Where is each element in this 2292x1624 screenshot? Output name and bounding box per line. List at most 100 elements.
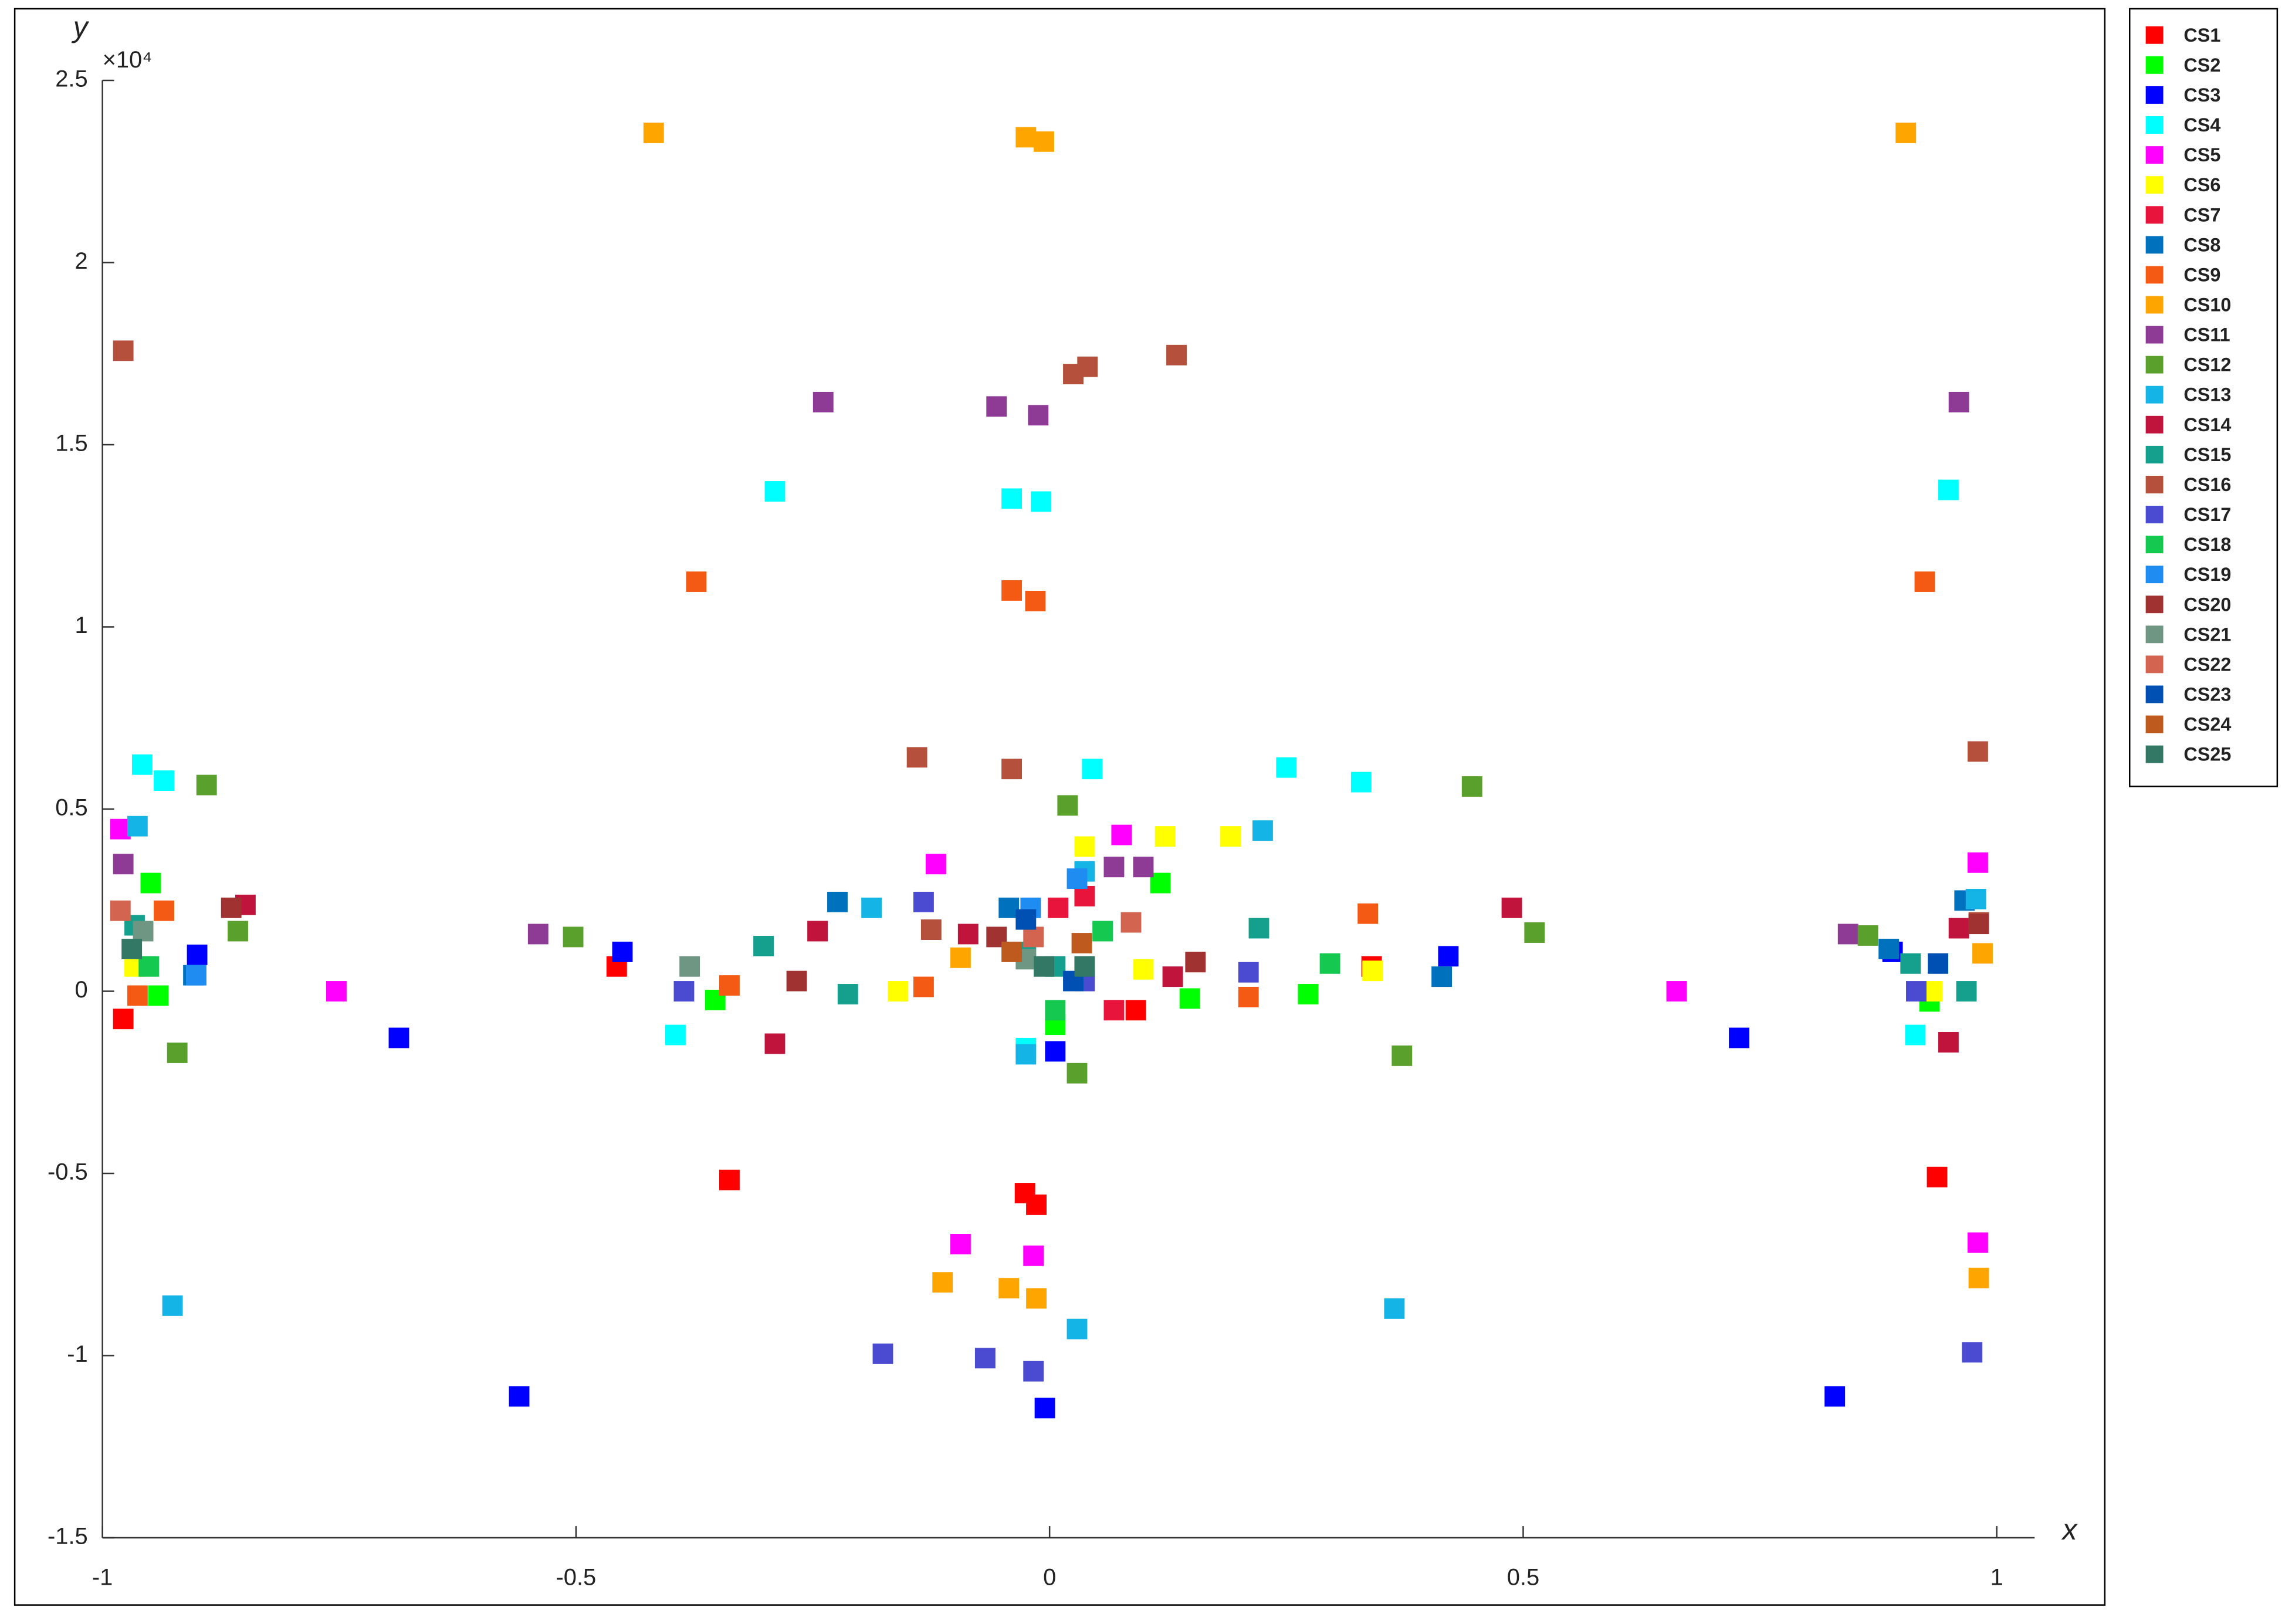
point bbox=[1067, 868, 1088, 889]
point bbox=[187, 944, 208, 965]
y-tick-label: 0.5 bbox=[55, 795, 87, 821]
point bbox=[1857, 925, 1878, 946]
point bbox=[1082, 759, 1103, 780]
point bbox=[913, 976, 934, 997]
point bbox=[643, 123, 664, 143]
legend-label: CS8 bbox=[2183, 234, 2220, 255]
point bbox=[1063, 364, 1084, 384]
y-tick-label: -1.5 bbox=[48, 1524, 88, 1549]
legend-swatch bbox=[2145, 596, 2164, 614]
point bbox=[1948, 391, 1969, 412]
y-axis-label: y bbox=[72, 11, 90, 43]
point bbox=[228, 921, 248, 942]
legend-label: CS6 bbox=[2183, 174, 2220, 195]
y-tick-label: 2 bbox=[75, 248, 88, 274]
point bbox=[1350, 772, 1372, 793]
legend-label: CS22 bbox=[2183, 654, 2231, 675]
point bbox=[1431, 966, 1453, 987]
point bbox=[1133, 857, 1154, 878]
point bbox=[1968, 1267, 1989, 1288]
point bbox=[127, 985, 148, 1006]
point bbox=[1967, 741, 1988, 762]
point bbox=[1001, 942, 1023, 962]
point bbox=[127, 816, 148, 837]
point bbox=[154, 770, 174, 791]
point bbox=[932, 1272, 953, 1293]
point bbox=[138, 956, 160, 977]
point bbox=[1015, 127, 1037, 148]
point bbox=[764, 1033, 786, 1054]
legend-label: CS25 bbox=[2183, 744, 2231, 765]
point bbox=[1067, 1063, 1088, 1084]
point bbox=[1824, 1386, 1846, 1407]
point bbox=[920, 919, 942, 940]
legend-swatch bbox=[2145, 715, 2164, 733]
point bbox=[1074, 885, 1095, 906]
point bbox=[1023, 1245, 1044, 1266]
point bbox=[1034, 131, 1054, 152]
point bbox=[133, 921, 154, 942]
point bbox=[612, 942, 633, 962]
point bbox=[1185, 952, 1206, 973]
legend-swatch bbox=[2145, 206, 2164, 224]
legend-label: CS4 bbox=[2183, 114, 2220, 136]
point bbox=[1319, 953, 1340, 974]
x-tick-label: -0.5 bbox=[556, 1564, 597, 1590]
point bbox=[1166, 344, 1187, 366]
point bbox=[1392, 1045, 1413, 1066]
legend-label: CS23 bbox=[2183, 684, 2231, 705]
point bbox=[1298, 984, 1319, 1004]
point bbox=[1125, 1000, 1146, 1021]
legend-label: CS19 bbox=[2183, 564, 2231, 585]
legend-label: CS13 bbox=[2183, 384, 2231, 405]
point bbox=[925, 854, 946, 875]
legend-swatch bbox=[2145, 146, 2164, 164]
point bbox=[974, 1348, 996, 1369]
legend-label: CS5 bbox=[2183, 144, 2220, 165]
point bbox=[1074, 836, 1095, 857]
point bbox=[1025, 590, 1046, 611]
point bbox=[1438, 946, 1459, 967]
legend-swatch bbox=[2145, 326, 2164, 344]
legend-label: CS17 bbox=[2183, 504, 2231, 525]
point bbox=[196, 774, 217, 796]
point bbox=[1074, 956, 1095, 977]
legend-label: CS7 bbox=[2183, 204, 2220, 225]
point bbox=[1092, 921, 1113, 942]
point bbox=[1524, 922, 1545, 943]
x-tick-label: -1 bbox=[92, 1564, 113, 1590]
legend-swatch bbox=[2145, 86, 2164, 104]
point bbox=[1666, 981, 1687, 1002]
point bbox=[1001, 580, 1023, 601]
point bbox=[388, 1027, 409, 1048]
point bbox=[1248, 918, 1269, 939]
point bbox=[1878, 939, 1900, 959]
point bbox=[113, 340, 134, 361]
legend-swatch bbox=[2145, 445, 2164, 463]
point bbox=[673, 981, 695, 1002]
legend-swatch bbox=[2145, 356, 2164, 374]
point bbox=[1895, 123, 1917, 143]
y-tick-label: -0.5 bbox=[48, 1159, 88, 1185]
point bbox=[1220, 826, 1241, 847]
point bbox=[1071, 933, 1092, 953]
point bbox=[906, 747, 927, 768]
point bbox=[1103, 857, 1125, 878]
legend-swatch bbox=[2145, 116, 2164, 134]
point bbox=[1001, 488, 1023, 509]
point bbox=[1962, 1342, 1983, 1363]
point bbox=[1103, 1000, 1125, 1021]
point bbox=[1155, 826, 1176, 847]
point bbox=[1956, 981, 1977, 1002]
point bbox=[1900, 953, 1921, 974]
point bbox=[1729, 1027, 1749, 1048]
legend-label: CS3 bbox=[2183, 84, 2220, 106]
point bbox=[1968, 914, 1989, 935]
point bbox=[665, 1024, 686, 1046]
point bbox=[1948, 918, 1969, 939]
point bbox=[1914, 571, 1935, 592]
point bbox=[1028, 405, 1049, 426]
legend-swatch bbox=[2145, 745, 2164, 763]
legend-label: CS11 bbox=[2183, 324, 2230, 346]
point bbox=[509, 1386, 530, 1407]
